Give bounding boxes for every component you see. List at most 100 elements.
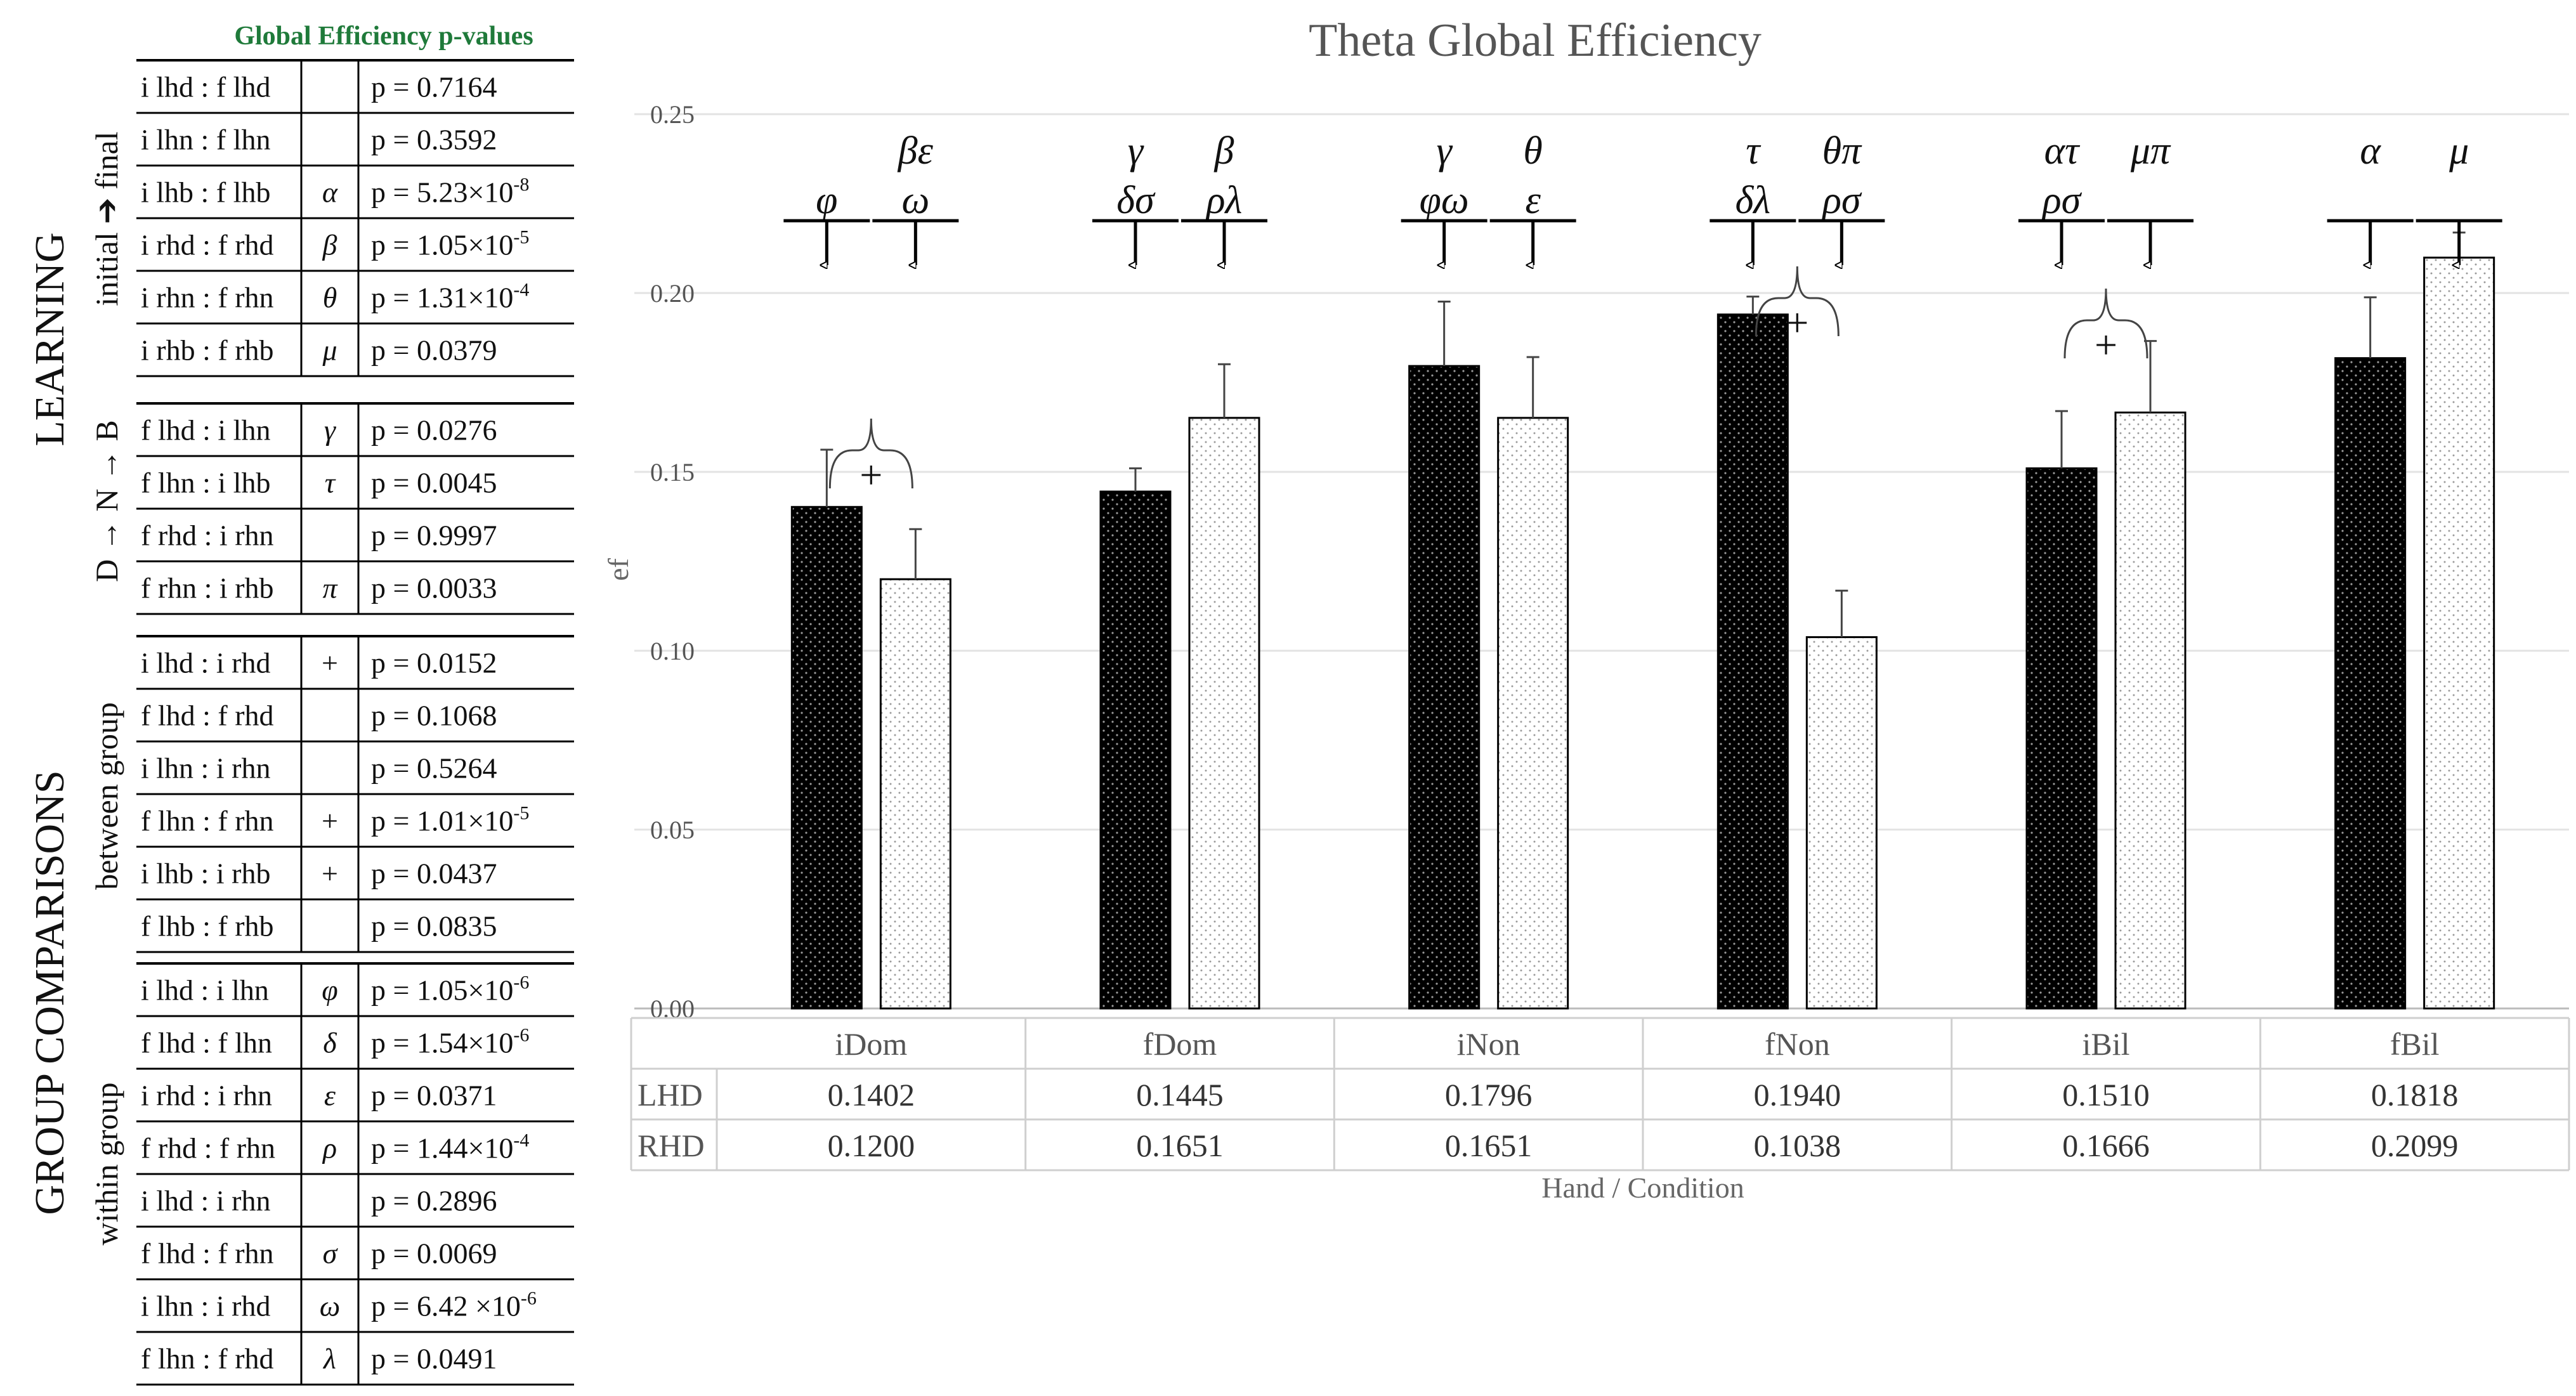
category-label: fBil (2390, 1026, 2440, 1062)
legend-rhd: RHD (637, 1128, 705, 1163)
table-symbol: θ (323, 282, 337, 314)
brace (2063, 288, 2148, 359)
table-comparison: f rhn : i rhb (141, 572, 274, 604)
table-comparison: i lhb : f lhb (141, 176, 270, 209)
table-pvalue: p = 0.7164 (371, 71, 497, 103)
data-value: 0.1038 (1754, 1128, 1841, 1163)
table-pvalue: p = 0.0033 (371, 572, 497, 604)
significance-marker: θπ ρσ (1798, 129, 1885, 265)
bar-rhd-idom (879, 578, 951, 1010)
table-symbol: + (322, 858, 338, 890)
table-comparison: f lhb : f rhb (141, 910, 274, 943)
data-value: 0.1818 (2371, 1077, 2459, 1112)
bar-lhd-fdom (1099, 490, 1172, 1010)
table-comparison: f lhd : f lhn (141, 1027, 272, 1059)
bar-rhd-fnon (1805, 636, 1878, 1010)
table-symbol: α (322, 176, 338, 209)
group-dnb-label: D → N → B (89, 420, 124, 582)
sig-symbols-bottom: ρσ (1821, 179, 1862, 222)
sig-symbols-top: β (1214, 129, 1234, 173)
chart: Theta Global Efficiency 0.000.050.100.15… (602, 15, 2570, 1204)
table-comparison: i rhb : f rhb (141, 334, 274, 367)
table-symbol: φ (322, 974, 337, 1007)
bar-rhd-inon (1497, 417, 1569, 1010)
category-label: iNon (1457, 1026, 1520, 1062)
table-symbol: δ (323, 1027, 337, 1059)
table-row: f rhd : i rhn p = 0.9997 (136, 509, 574, 563)
between-group-plus: + (860, 452, 882, 497)
table-symbol: + (322, 805, 338, 837)
table-pvalue: p = 0.3592 (371, 124, 497, 156)
sig-symbols-bottom: φ (816, 179, 837, 222)
table-pvalue: p = 0.0371 (371, 1080, 497, 1112)
bar-rhd-fdom (1188, 417, 1260, 1010)
sig-symbols-top: βε (898, 129, 934, 173)
table-row: i lhn : f lhn p = 0.3592 (136, 113, 574, 167)
significance-marker: β ρλ (1181, 129, 1267, 265)
significance-marker: ατ ρσ (2018, 129, 2105, 265)
table-symbol: + (322, 647, 338, 679)
significance-marker: φ (783, 179, 870, 265)
sig-symbols-top: μ (2449, 129, 2469, 173)
data-value: 0.1402 (828, 1077, 915, 1112)
significance-marker: τ δλ (1710, 129, 1796, 265)
data-value: 0.1651 (1136, 1128, 1224, 1163)
category-label: fDom (1143, 1026, 1217, 1062)
bar-rhd-ibil (2114, 411, 2187, 1010)
table-pvalue: p = 1.01×10-5 (371, 803, 529, 837)
table-comparison: i lhd : i rhn (141, 1185, 270, 1217)
group-within-label: within group (89, 1083, 124, 1246)
table-row: i rhd : f rhd β p = 1.05×10-5 (136, 218, 574, 272)
sig-symbols-bottom: δλ (1735, 179, 1770, 222)
table-row: i rhn : f rhn θ p = 1.31×10-4 (136, 271, 574, 325)
table-symbol: μ (322, 334, 337, 367)
y-tick-label: 0.20 (650, 279, 695, 308)
sig-symbols-top: θπ (1822, 129, 1862, 173)
table-symbol: ω (320, 1290, 340, 1322)
table-comparison: f lhd : i lhn (141, 414, 270, 447)
y-tick-label: 0.10 (650, 637, 695, 665)
table-comparison: i lhd : i rhd (141, 647, 270, 679)
table-row: f lhb : f rhb p = 0.0835 (136, 899, 574, 953)
x-axis-label: Hand / Condition (1541, 1171, 1744, 1204)
bar-lhd-idom (790, 506, 863, 1010)
table-symbol: ρ (322, 1132, 337, 1164)
table-symbol: ε (324, 1080, 336, 1112)
table-title: Global Efficiency p-values (234, 22, 533, 51)
category-label: iDom (835, 1026, 907, 1062)
between-group-brace: + (828, 418, 913, 497)
y-axis-label: ef (602, 558, 634, 580)
table-pvalue: p = 1.05×10-6 (371, 972, 529, 1007)
table-symbol: σ (323, 1237, 339, 1270)
table-comparison: i lhn : i rhn (141, 752, 270, 785)
significance-marker: α (2327, 129, 2414, 265)
data-value: 0.1666 (2062, 1128, 2150, 1163)
sig-symbols-bottom: ω (901, 179, 929, 222)
table-comparison: f lhn : f rhd (141, 1343, 274, 1375)
table-pvalue: p = 1.31×10-4 (371, 280, 529, 314)
sig-symbols-top: γ (1436, 129, 1453, 173)
significance-marker: βε ω (872, 129, 959, 265)
section-group-comparisons-label: GROUP COMPARISONS (27, 770, 73, 1215)
table-symbol: π (322, 572, 338, 604)
table-row: i lhd : i rhd + p = 0.0152 (136, 636, 574, 690)
table-symbol: γ (324, 414, 337, 447)
table-pvalue: p = 0.0276 (371, 414, 497, 447)
table-row: f rhn : i rhb π p = 0.0033 (136, 561, 574, 615)
table-pvalue: p = 0.0437 (371, 858, 497, 890)
y-tick-label: 0.05 (650, 816, 695, 844)
table-row: i lhn : i rhn p = 0.5264 (136, 741, 574, 795)
table-symbol: τ (325, 467, 336, 499)
significance-marker: μ (2416, 129, 2502, 265)
sig-symbols-bottom: ε (1525, 179, 1541, 222)
table-comparison: f rhd : i rhn (141, 519, 274, 552)
between-group-plus: + (1786, 300, 1808, 345)
significance-marker: γ δσ (1092, 129, 1179, 265)
table-symbol: λ (322, 1343, 336, 1375)
chart-title: Theta Global Efficiency (1309, 15, 1762, 67)
between-group-brace: + (2063, 288, 2148, 367)
data-value: 0.1940 (1754, 1077, 1841, 1112)
sig-symbols-bottom: ρλ (1205, 179, 1243, 222)
table-pvalue: p = 1.44×10-4 (371, 1130, 529, 1164)
